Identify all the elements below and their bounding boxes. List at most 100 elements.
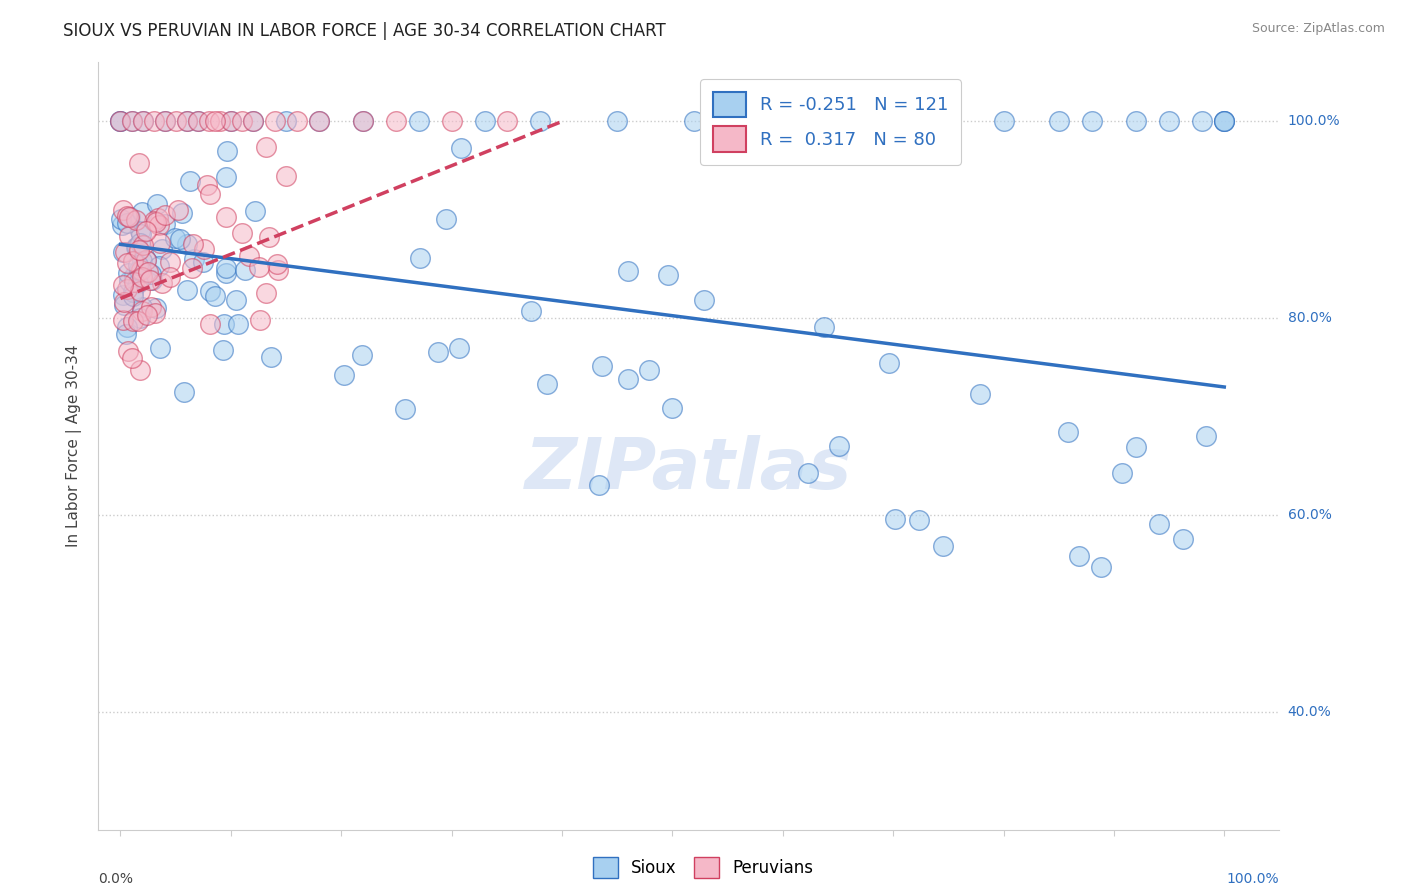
- Legend: R = -0.251   N = 121, R =  0.317   N = 80: R = -0.251 N = 121, R = 0.317 N = 80: [700, 79, 960, 164]
- Point: [117, 343, 139, 358]
- Point: [536, 377, 558, 392]
- Point: [243, 204, 266, 219]
- Text: 0.0%: 0.0%: [98, 871, 134, 886]
- Point: [173, 385, 195, 400]
- Point: [1213, 114, 1236, 128]
- Point: [219, 114, 242, 128]
- Point: [159, 269, 181, 284]
- Point: [131, 300, 153, 314]
- Point: [115, 256, 138, 270]
- Point: [121, 114, 143, 128]
- Point: [588, 477, 610, 491]
- Point: [1047, 114, 1070, 128]
- Point: [884, 511, 907, 525]
- Text: SIOUX VS PERUVIAN IN LABOR FORCE | AGE 30-34 CORRELATION CHART: SIOUX VS PERUVIAN IN LABOR FORCE | AGE 3…: [63, 22, 666, 40]
- Text: 40.0%: 40.0%: [1288, 705, 1331, 719]
- Point: [153, 114, 176, 128]
- Point: [606, 114, 628, 128]
- Point: [993, 114, 1015, 128]
- Point: [936, 114, 959, 128]
- Point: [129, 235, 152, 250]
- Point: [118, 274, 141, 288]
- Point: [110, 114, 132, 128]
- Point: [114, 245, 136, 260]
- Point: [111, 288, 134, 302]
- Point: [1213, 114, 1236, 128]
- Point: [215, 260, 238, 275]
- Point: [111, 313, 134, 327]
- Point: [692, 293, 714, 308]
- Point: [219, 114, 242, 128]
- Point: [165, 231, 187, 245]
- Point: [110, 114, 132, 128]
- Point: [529, 114, 551, 128]
- Point: [254, 140, 277, 154]
- Point: [153, 208, 176, 222]
- Text: 80.0%: 80.0%: [1288, 311, 1331, 326]
- Point: [146, 211, 169, 226]
- Point: [198, 285, 221, 299]
- Point: [128, 363, 150, 377]
- Point: [115, 319, 138, 334]
- Point: [827, 114, 849, 128]
- Point: [352, 114, 374, 128]
- Point: [125, 213, 148, 227]
- Point: [212, 318, 235, 332]
- Point: [111, 219, 134, 233]
- Point: [115, 282, 138, 296]
- Point: [198, 317, 221, 331]
- Point: [408, 114, 430, 128]
- Point: [148, 218, 170, 232]
- Point: [129, 227, 152, 241]
- Point: [617, 264, 640, 278]
- Point: [135, 223, 157, 237]
- Point: [127, 276, 149, 290]
- Point: [176, 237, 198, 252]
- Point: [136, 265, 159, 279]
- Legend: Sioux, Peruvians: Sioux, Peruvians: [593, 857, 813, 878]
- Point: [226, 318, 249, 332]
- Point: [1213, 114, 1236, 128]
- Point: [135, 308, 157, 322]
- Point: [131, 114, 153, 128]
- Point: [117, 266, 139, 280]
- Point: [153, 114, 176, 128]
- Point: [215, 266, 238, 280]
- Point: [242, 114, 264, 128]
- Point: [150, 242, 173, 256]
- Point: [122, 289, 145, 303]
- Point: [117, 229, 139, 244]
- Point: [932, 539, 955, 553]
- Point: [121, 114, 143, 128]
- Point: [882, 114, 904, 128]
- Point: [148, 260, 170, 274]
- Text: ZIPatlas: ZIPatlas: [526, 434, 852, 503]
- Point: [155, 218, 177, 232]
- Point: [169, 232, 191, 246]
- Point: [1191, 114, 1213, 128]
- Point: [231, 227, 253, 241]
- Point: [385, 114, 408, 128]
- Point: [131, 270, 153, 285]
- Point: [332, 368, 354, 382]
- Point: [1090, 559, 1112, 574]
- Point: [308, 114, 330, 128]
- Point: [274, 169, 297, 184]
- Point: [145, 215, 167, 229]
- Point: [637, 363, 659, 377]
- Point: [149, 235, 172, 250]
- Point: [122, 269, 145, 284]
- Point: [129, 263, 152, 277]
- Point: [127, 313, 149, 327]
- Point: [121, 314, 143, 328]
- Point: [212, 343, 235, 357]
- Point: [176, 114, 198, 128]
- Point: [259, 230, 281, 244]
- Point: [128, 224, 150, 238]
- Point: [1147, 517, 1170, 532]
- Point: [143, 214, 166, 228]
- Point: [233, 263, 256, 277]
- Point: [122, 275, 145, 289]
- Point: [238, 249, 260, 263]
- Point: [181, 236, 204, 251]
